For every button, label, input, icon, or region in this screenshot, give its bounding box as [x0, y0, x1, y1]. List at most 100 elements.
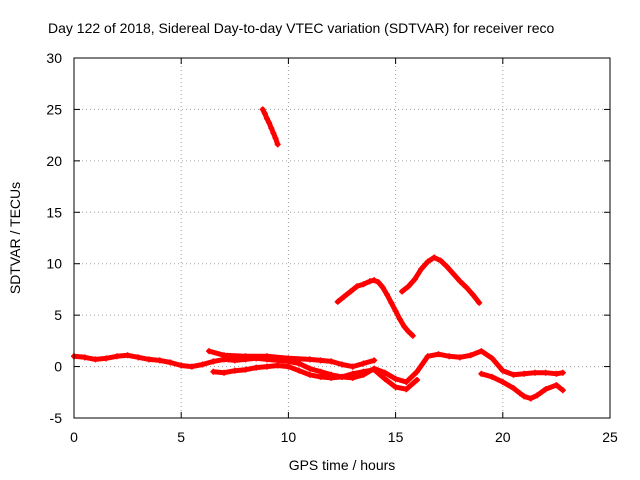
- data-point-plus: [263, 363, 270, 370]
- data-point-plus: [360, 368, 367, 375]
- data-point-plus: [270, 130, 277, 137]
- data-point-plus: [467, 352, 474, 359]
- data-point-plus: [242, 366, 249, 373]
- plot-frame: [73, 57, 611, 419]
- data-point-plus: [553, 382, 560, 389]
- data-point-plus: [328, 374, 335, 381]
- y-tick-label: 10: [46, 256, 62, 272]
- data-point-plus: [124, 352, 131, 359]
- data-point-plus: [221, 369, 228, 376]
- data-point-plus: [450, 271, 457, 277]
- data-point-plus: [444, 263, 451, 270]
- data-point-plus: [339, 361, 345, 368]
- data-point-plus: [206, 348, 213, 355]
- data-point-plus: [199, 361, 206, 368]
- data-point-plus: [266, 119, 273, 126]
- data-point-plus: [469, 291, 476, 298]
- data-point-plus: [435, 351, 442, 358]
- data-point-plus: [156, 357, 163, 364]
- x-tick-label: 15: [388, 429, 404, 445]
- data-point-plus: [347, 288, 354, 295]
- data-point-plus: [274, 362, 281, 369]
- data-point-plus: [375, 279, 382, 286]
- data-point-plus: [296, 360, 303, 367]
- data-point-plus: [366, 278, 373, 285]
- data-point-plus: [317, 357, 324, 364]
- data-points: [71, 106, 566, 402]
- data-point-plus: [360, 360, 367, 367]
- data-point-plus: [328, 358, 335, 365]
- data-point-plus: [379, 284, 386, 291]
- data-point-plus: [542, 369, 549, 376]
- data-point-plus: [210, 358, 217, 365]
- data-point-plus: [403, 379, 410, 385]
- data-point-plus: [274, 141, 281, 148]
- y-tick-label: 5: [54, 307, 62, 323]
- data-point-plus: [559, 387, 566, 394]
- data-point-plus: [527, 395, 534, 402]
- data-point-plus: [489, 373, 496, 380]
- data-point-plus: [456, 354, 463, 361]
- data-point-plus: [553, 370, 560, 377]
- data-point-plus: [521, 370, 528, 377]
- data-point-plus: [360, 281, 367, 288]
- data-point-plus: [371, 357, 378, 364]
- series-segment-3-arc-15.3h: [399, 254, 483, 306]
- data-point-plus: [489, 355, 496, 362]
- data-point-plus: [392, 308, 399, 315]
- series-segment-7-late-arc: [478, 370, 566, 402]
- data-point-plus: [531, 369, 538, 376]
- data-point-plus: [263, 353, 270, 360]
- x-tick-label: 20: [495, 429, 511, 445]
- data-point-plus: [559, 369, 566, 376]
- x-tick-label: 5: [177, 429, 185, 445]
- data-point-plus: [437, 257, 444, 264]
- data-point-plus: [418, 265, 425, 272]
- data-point-plus: [188, 363, 195, 370]
- data-point-plus: [411, 276, 418, 283]
- data-point-plus: [263, 115, 270, 122]
- data-point-plus: [424, 353, 431, 360]
- data-point-plus: [268, 124, 275, 131]
- series-segment-5-lower-branch: [210, 362, 421, 393]
- data-point-plus: [341, 293, 348, 300]
- data-point-plus: [463, 284, 470, 291]
- y-tick-label: 30: [46, 50, 62, 66]
- data-point-plus: [405, 328, 412, 335]
- data-point-plus: [349, 370, 356, 377]
- data-point-plus: [478, 370, 485, 377]
- data-point-plus: [392, 384, 399, 391]
- data-point-plus: [381, 375, 388, 382]
- data-point-plus: [478, 348, 485, 355]
- data-point-plus: [424, 258, 431, 265]
- data-point-plus: [446, 353, 453, 360]
- data-point-plus: [261, 110, 268, 117]
- series-trace: [399, 255, 482, 306]
- data-point-plus: [231, 367, 238, 374]
- data-point-plus: [371, 277, 378, 284]
- data-point-plus: [401, 323, 408, 330]
- data-point-plus: [405, 283, 412, 290]
- data-point-plus: [384, 291, 391, 298]
- series-segment-6-upper-branch: [206, 348, 378, 370]
- data-point-plus: [456, 278, 463, 285]
- data-point-plus: [516, 390, 523, 397]
- data-point-plus: [414, 368, 421, 375]
- x-axis-label: GPS time / hours: [289, 457, 396, 473]
- data-point-plus: [371, 366, 378, 373]
- series-segment-1-arc-8.8h: [259, 106, 281, 148]
- data-point-plus: [306, 356, 313, 363]
- y-tick-label: 15: [46, 204, 62, 220]
- data-point-plus: [296, 367, 303, 374]
- data-point-plus: [510, 385, 517, 392]
- data-point-plus: [334, 298, 341, 305]
- data-point-plus: [306, 365, 313, 372]
- data-point-plus: [231, 357, 238, 364]
- data-point-plus: [253, 364, 260, 371]
- data-point-plus: [499, 367, 506, 374]
- data-point-plus: [381, 369, 388, 376]
- data-point-plus: [285, 363, 292, 370]
- series-segment-2-arc-12.3h: [334, 277, 416, 339]
- data-point-plus: [414, 376, 421, 383]
